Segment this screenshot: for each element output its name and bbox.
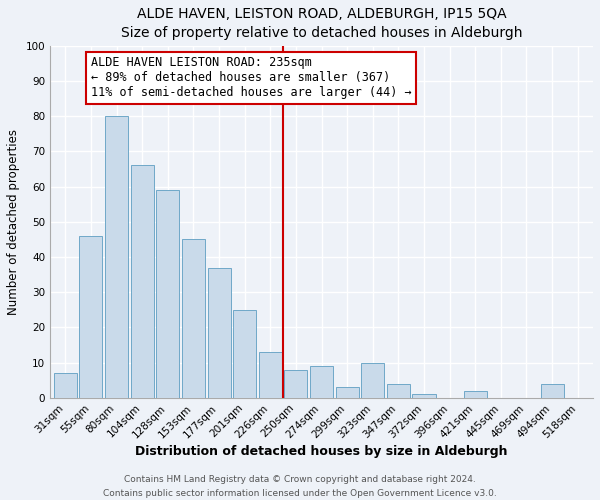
X-axis label: Distribution of detached houses by size in Aldeburgh: Distribution of detached houses by size … (135, 445, 508, 458)
Bar (208, 268, 230, 398)
Bar (310, 366, 333, 398)
Bar (361, 362, 384, 398)
Bar (233, 310, 256, 398)
Bar (105, 116, 128, 398)
Bar (412, 394, 436, 398)
Bar (464, 390, 487, 398)
Bar (284, 370, 307, 398)
Bar (259, 352, 282, 398)
Bar (79, 236, 103, 398)
Bar (335, 387, 359, 398)
Bar (54, 373, 77, 398)
Text: Contains HM Land Registry data © Crown copyright and database right 2024.
Contai: Contains HM Land Registry data © Crown c… (103, 476, 497, 498)
Bar (156, 190, 179, 398)
Bar (131, 166, 154, 398)
Bar (541, 384, 563, 398)
Y-axis label: Number of detached properties: Number of detached properties (7, 129, 20, 315)
Bar (387, 384, 410, 398)
Bar (182, 240, 205, 398)
Title: ALDE HAVEN, LEISTON ROAD, ALDEBURGH, IP15 5QA
Size of property relative to detac: ALDE HAVEN, LEISTON ROAD, ALDEBURGH, IP1… (121, 7, 522, 40)
Text: ALDE HAVEN LEISTON ROAD: 235sqm
← 89% of detached houses are smaller (367)
11% o: ALDE HAVEN LEISTON ROAD: 235sqm ← 89% of… (91, 56, 412, 100)
